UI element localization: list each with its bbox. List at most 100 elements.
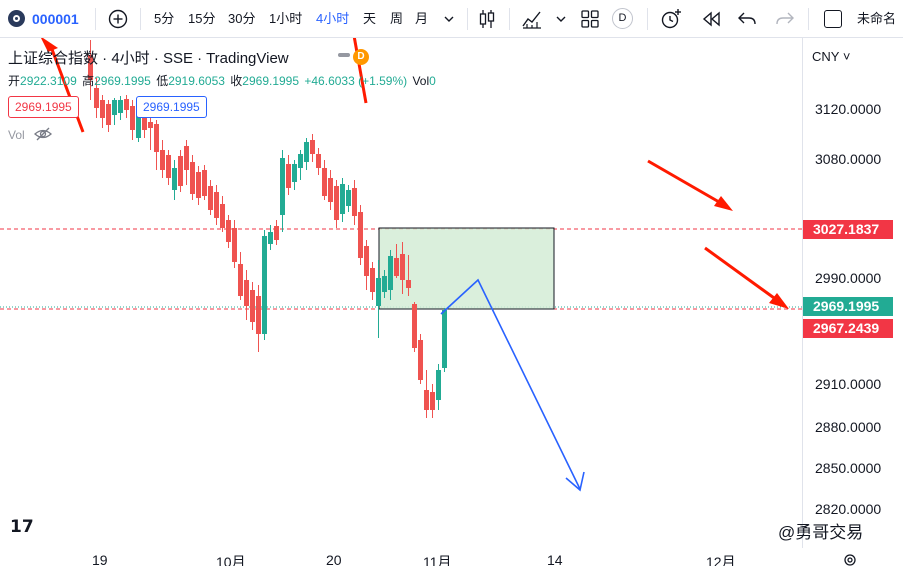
- toolbar-divider: [95, 8, 96, 30]
- toolbar-divider: [647, 8, 648, 30]
- tradingview-logo-icon[interactable]: 17: [10, 517, 34, 537]
- candle-body: [172, 168, 177, 190]
- candle-body: [160, 150, 165, 170]
- interval-15m[interactable]: 15分: [188, 11, 216, 26]
- chart-legend-title[interactable]: 上证综合指数 · 4小时 · SSE · TradingView: [8, 50, 289, 67]
- candle-body: [358, 212, 363, 258]
- currency-selector[interactable]: CNY ˅: [812, 49, 851, 64]
- sell-price-pill[interactable]: 2969.1995: [8, 96, 79, 118]
- support-price-tag[interactable]: 2967.2439: [803, 319, 893, 338]
- time-tick: 12月: [706, 554, 736, 566]
- candle-body: [124, 99, 129, 110]
- time-tick: 14: [547, 552, 563, 566]
- toolbar-divider: [467, 8, 468, 30]
- candle-body: [202, 170, 207, 196]
- settings-gear-icon[interactable]: [842, 552, 858, 566]
- candle-body: [88, 55, 93, 80]
- candle-body: [268, 232, 273, 244]
- replay-rewind-icon[interactable]: [699, 7, 723, 31]
- candles-chart-type-icon[interactable]: [475, 7, 499, 31]
- candle-body: [220, 204, 225, 228]
- eye-off-icon[interactable]: [34, 126, 52, 142]
- candle-body: [352, 188, 357, 216]
- undo-icon[interactable]: [735, 7, 759, 31]
- close-value: 2969.1995: [242, 74, 300, 88]
- price-tick: 2990.0000: [815, 270, 882, 286]
- candle-body: [340, 184, 345, 214]
- change-value: +46.6033 (+1.59%): [304, 74, 408, 88]
- candle-body: [112, 100, 117, 115]
- interval-5m[interactable]: 5分: [154, 11, 175, 26]
- interval-month[interactable]: 月: [415, 11, 429, 26]
- candle-body: [274, 226, 279, 240]
- symbol-search-button[interactable]: 000001: [32, 11, 79, 27]
- candle-body: [196, 172, 201, 198]
- volume-indicator-label[interactable]: Vol: [8, 128, 25, 142]
- top-toolbar: 000001 5分 15分 30分 1小时 4小时 天 周 月 D: [0, 0, 903, 38]
- interval-30m[interactable]: 30分: [228, 11, 256, 26]
- buy-price-pill[interactable]: 2969.1995: [136, 96, 207, 118]
- low-label: 低: [156, 74, 169, 88]
- layout-grid-icon[interactable]: [578, 7, 602, 31]
- price-tick: 2820.0000: [815, 501, 882, 517]
- candle-body: [106, 104, 111, 125]
- layout-name-label[interactable]: 未命名: [857, 11, 897, 26]
- candle-body: [166, 155, 171, 178]
- price-tick: 3120.0000: [815, 101, 882, 117]
- candle-body: [208, 186, 213, 210]
- candle-body: [238, 264, 243, 296]
- candle-body: [232, 228, 237, 262]
- candle-body: [94, 88, 99, 108]
- market-status-dash-icon: [338, 53, 350, 57]
- candle-body: [442, 310, 447, 368]
- candle-body: [382, 276, 387, 292]
- candle-body: [142, 118, 147, 130]
- interval-week[interactable]: 周: [390, 11, 404, 26]
- interval-day[interactable]: 天: [363, 11, 377, 26]
- time-tick: 11月: [423, 554, 452, 566]
- compare-symbol-plus-icon[interactable]: [106, 7, 130, 31]
- candle-body: [292, 164, 297, 182]
- time-tick: 20: [326, 552, 342, 566]
- projection-path[interactable]: [440, 278, 581, 490]
- candle-body: [130, 106, 135, 130]
- candle-body: [154, 124, 159, 152]
- candle-body: [304, 142, 309, 162]
- high-label: 高: [82, 74, 95, 88]
- time-tick: 19: [92, 552, 108, 566]
- interval-4h[interactable]: 4小时: [316, 11, 350, 26]
- candle-body: [184, 146, 189, 170]
- high-value: 2969.1995: [94, 74, 151, 88]
- interval-1h[interactable]: 1小时: [269, 11, 303, 26]
- redo-icon[interactable]: [773, 7, 797, 31]
- resistance-price-tag[interactable]: 3027.1837: [803, 220, 893, 239]
- market-closed-badge[interactable]: D: [353, 49, 369, 65]
- candle-body: [178, 156, 183, 186]
- candle-body: [310, 140, 315, 154]
- data-mode-badge[interactable]: D: [612, 8, 633, 29]
- layout-checkbox[interactable]: [824, 10, 842, 28]
- candle-body: [370, 268, 375, 292]
- interval-dropdown-chevron-icon[interactable]: [437, 7, 461, 31]
- volume-label: Vol: [412, 74, 430, 88]
- candle-body: [280, 158, 285, 215]
- last-price-tag[interactable]: 2969.1995: [803, 297, 893, 316]
- symbol-logo-icon[interactable]: [8, 10, 25, 27]
- alert-clock-icon[interactable]: [659, 7, 683, 31]
- candle-body: [100, 100, 105, 118]
- candle-body: [346, 190, 351, 206]
- candle-body: [388, 256, 393, 290]
- candle-body: [136, 114, 141, 138]
- indicators-icon[interactable]: [520, 7, 544, 31]
- candle-body: [250, 290, 255, 322]
- candle-body: [418, 340, 423, 380]
- candle-body: [298, 154, 303, 168]
- candle-body: [376, 278, 381, 306]
- time-tick: 10月: [216, 554, 246, 566]
- indicators-dropdown-chevron-icon[interactable]: [549, 7, 573, 31]
- candle-body: [214, 192, 219, 218]
- close-label: 收: [230, 74, 243, 88]
- target-zone-rectangle[interactable]: [378, 227, 555, 310]
- candle-body: [148, 122, 153, 128]
- price-chart[interactable]: [0, 38, 903, 566]
